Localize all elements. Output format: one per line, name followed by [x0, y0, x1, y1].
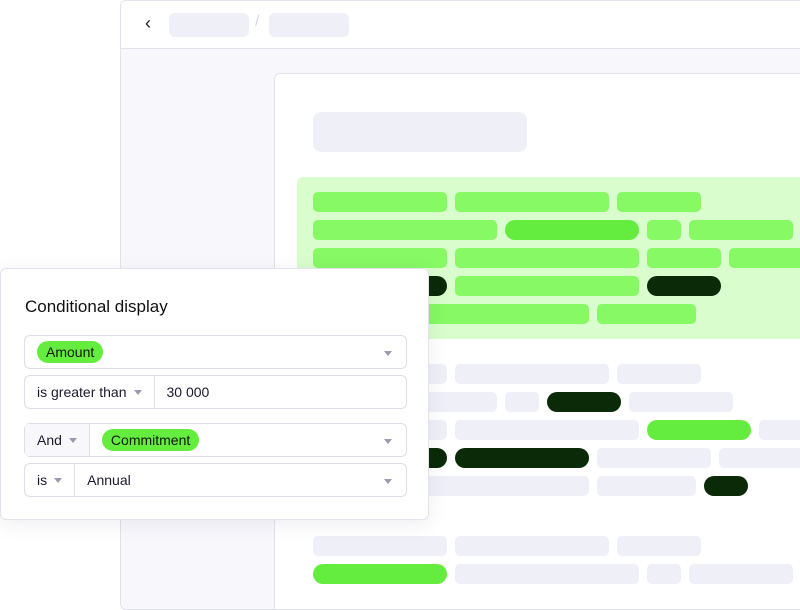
- skeleton-bar: [729, 248, 800, 268]
- conditional-display-panel: Conditional display Amount is greater th…: [0, 268, 429, 520]
- skeleton-bar: [689, 220, 793, 240]
- skeleton-bar: [647, 420, 751, 440]
- back-chevron-icon[interactable]: ‹: [145, 13, 151, 33]
- skeleton-bar: [597, 476, 696, 496]
- caret-down-icon: [133, 389, 142, 395]
- skeleton-bar: [719, 448, 800, 468]
- breadcrumb-item-placeholder[interactable]: [169, 13, 249, 37]
- value-input[interactable]: 30 000: [155, 376, 222, 408]
- skeleton-bar: [455, 536, 609, 556]
- skeleton-bar: [704, 476, 748, 496]
- skeleton-bar: [313, 220, 497, 240]
- skeleton-bar: [505, 392, 539, 412]
- skeleton-bar: [617, 536, 701, 556]
- skeleton-bar: [547, 392, 621, 412]
- skeleton-bar: [313, 536, 447, 556]
- caret-down-icon: [54, 477, 63, 483]
- skeleton-bar: [617, 364, 701, 384]
- breadcrumb-item-placeholder[interactable]: [269, 13, 349, 37]
- operator-select[interactable]: is greater than: [25, 376, 155, 408]
- title-placeholder: [313, 112, 527, 152]
- skeleton-bar: [455, 420, 639, 440]
- condition-row-1: is greater than 30 000: [24, 375, 407, 409]
- field-select-commitment[interactable]: Commitment: [90, 424, 406, 456]
- skeleton-bar: [597, 304, 696, 324]
- skeleton-bar: [313, 564, 447, 584]
- condition-row-2: And Commitment: [24, 423, 407, 457]
- skeleton-bar: [647, 220, 681, 240]
- skeleton-bar: [597, 448, 711, 468]
- caret-down-icon: [384, 439, 392, 444]
- skeleton-bar: [759, 420, 800, 440]
- operator-label: is: [37, 472, 48, 488]
- caret-down-icon: [68, 437, 77, 443]
- skeleton-bar: [647, 564, 681, 584]
- skeleton-bar: [313, 192, 447, 212]
- field-tag: Amount: [37, 341, 104, 363]
- top-bar: ‹ /: [121, 1, 800, 49]
- field-tag: Commitment: [101, 429, 200, 451]
- operator-select[interactable]: is: [25, 464, 76, 496]
- value-text: 30 000: [166, 384, 210, 400]
- skeleton-bar: [455, 276, 639, 296]
- panel-title: Conditional display: [25, 297, 168, 316]
- skeleton-bar: [505, 220, 639, 240]
- value-text: Annual: [87, 472, 131, 488]
- skeleton-bar: [689, 564, 793, 584]
- field-select-amount[interactable]: Amount: [24, 335, 407, 369]
- skeleton-bar: [647, 248, 721, 268]
- conjunction-label: And: [37, 432, 62, 448]
- skeleton-bar: [647, 276, 721, 296]
- value-select[interactable]: Annual: [75, 464, 406, 496]
- operator-label: is greater than: [37, 384, 127, 400]
- skeleton-bar: [617, 192, 701, 212]
- skeleton-bar: [455, 364, 609, 384]
- breadcrumb-separator: /: [255, 13, 260, 30]
- skeleton-bar: [629, 392, 733, 412]
- skeleton-bar: [455, 448, 589, 468]
- caret-down-icon: [384, 351, 392, 356]
- condition-row-3: is Annual: [24, 463, 407, 497]
- caret-down-icon: [384, 479, 392, 484]
- skeleton-bar: [455, 564, 639, 584]
- conjunction-select[interactable]: And: [25, 424, 90, 456]
- skeleton-bar: [455, 192, 609, 212]
- skeleton-bar: [313, 248, 447, 268]
- skeleton-bar: [455, 248, 639, 268]
